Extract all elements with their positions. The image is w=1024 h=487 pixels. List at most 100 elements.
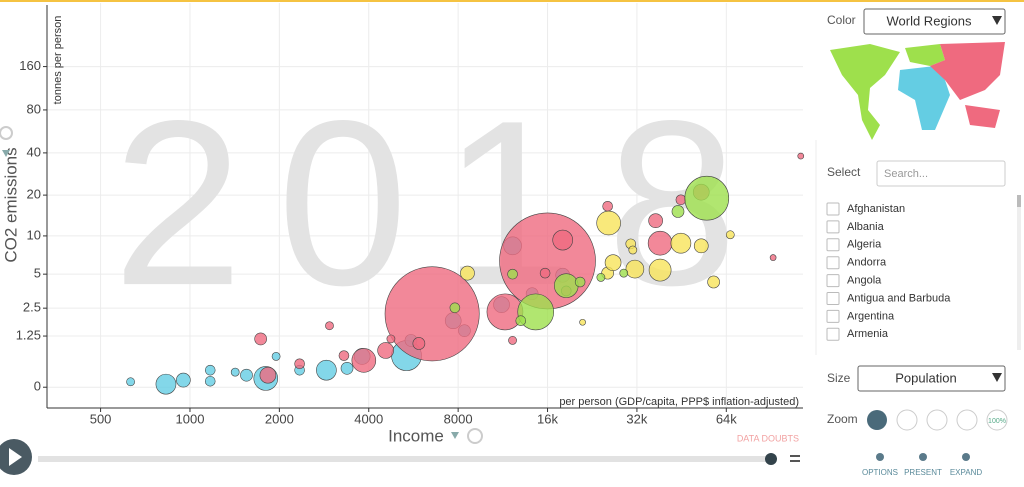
- bubble[interactable]: [204, 375, 216, 387]
- search-placeholder[interactable]: Search...: [884, 168, 928, 180]
- bubble[interactable]: [325, 321, 334, 331]
- x-title-arrow[interactable]: [451, 432, 459, 439]
- bubble[interactable]: [386, 334, 396, 344]
- button-label[interactable]: OPTIONS: [862, 468, 898, 477]
- zoom-reset-label[interactable]: 100%: [988, 418, 1006, 425]
- bubble[interactable]: [155, 373, 177, 395]
- bubble[interactable]: [449, 302, 461, 314]
- checkbox[interactable]: [826, 256, 840, 270]
- bubble[interactable]: [693, 238, 709, 254]
- bubble[interactable]: [579, 318, 586, 326]
- color-dropdown[interactable]: [863, 8, 1006, 35]
- y-title[interactable]: CO2 emissions: [1, 147, 20, 262]
- country-name[interactable]: Argentina: [847, 310, 895, 322]
- bubble[interactable]: [460, 265, 475, 281]
- checkbox[interactable]: [826, 292, 840, 305]
- bubble[interactable]: [619, 268, 629, 278]
- map-oceania[interactable]: [965, 105, 1000, 128]
- bubble[interactable]: [628, 245, 638, 255]
- bubble[interactable]: [515, 315, 527, 326]
- size-dropdown[interactable]: [857, 365, 1006, 392]
- bubble[interactable]: [508, 336, 517, 345]
- bubble[interactable]: [684, 175, 730, 221]
- bubble[interactable]: [271, 352, 281, 361]
- bubble[interactable]: [707, 275, 720, 289]
- bubble[interactable]: [596, 210, 621, 236]
- map-africa[interactable]: [898, 66, 950, 130]
- bubble[interactable]: [647, 230, 673, 256]
- checkbox[interactable]: [826, 220, 840, 234]
- button-icon[interactable]: [962, 453, 970, 461]
- color-value[interactable]: World Regions: [886, 13, 972, 28]
- scroll-thumb[interactable]: [1017, 195, 1021, 207]
- map-asia[interactable]: [930, 42, 1005, 100]
- button-icon[interactable]: [919, 453, 927, 461]
- bubble[interactable]: [552, 229, 574, 251]
- button-icon[interactable]: [876, 453, 884, 461]
- country-name[interactable]: Antigua and Barbuda: [847, 292, 951, 304]
- bubble[interactable]: [675, 194, 687, 206]
- checkbox[interactable]: [826, 327, 840, 341]
- y-title-arrow[interactable]: [2, 150, 10, 157]
- button-label[interactable]: EXPAND: [950, 468, 983, 477]
- bubble[interactable]: [254, 332, 267, 346]
- bubble[interactable]: [574, 276, 586, 288]
- country-name[interactable]: Angola: [847, 275, 882, 287]
- bubble[interactable]: [625, 259, 645, 279]
- bubble[interactable]: [553, 273, 579, 298]
- checkbox[interactable]: [826, 238, 840, 252]
- bubble[interactable]: [725, 230, 735, 240]
- bubble[interactable]: [507, 268, 518, 280]
- bubble[interactable]: [294, 358, 305, 370]
- data-doubts[interactable]: DATA DOUBTS: [737, 433, 799, 443]
- x-help[interactable]: [467, 428, 483, 444]
- bubble[interactable]: [384, 266, 480, 362]
- bubble[interactable]: [670, 232, 692, 254]
- checkbox[interactable]: [826, 309, 840, 323]
- bubble[interactable]: [176, 372, 191, 388]
- bubble[interactable]: [604, 254, 622, 271]
- bubble[interactable]: [412, 337, 426, 350]
- country-name[interactable]: Albania: [847, 221, 885, 233]
- bubble[interactable]: [340, 361, 354, 375]
- speed-icon[interactable]: [790, 460, 800, 462]
- bubble[interactable]: [539, 267, 551, 279]
- bubble[interactable]: [648, 213, 663, 229]
- bubble[interactable]: [316, 359, 337, 381]
- dropdown-arrow[interactable]: [992, 16, 1002, 25]
- zoom-reset[interactable]: [986, 409, 1008, 431]
- search-box[interactable]: [876, 160, 1006, 187]
- bubble[interactable]: [797, 152, 805, 160]
- bubble[interactable]: [377, 342, 394, 359]
- country-name[interactable]: Andorra: [847, 257, 887, 269]
- dropdown-arrow[interactable]: [992, 373, 1002, 382]
- bubble[interactable]: [648, 258, 672, 282]
- size-value[interactable]: Population: [895, 370, 956, 385]
- button-label[interactable]: PRESENT: [904, 468, 942, 477]
- bubble[interactable]: [204, 364, 216, 376]
- map-americas[interactable]: [830, 44, 900, 140]
- map-europe[interactable]: [905, 44, 945, 66]
- y-help[interactable]: [0, 126, 13, 140]
- bubble[interactable]: [671, 205, 685, 218]
- zoom-in[interactable]: [896, 409, 918, 431]
- bubble[interactable]: [351, 348, 377, 373]
- scrollbar[interactable]: [1017, 195, 1021, 350]
- bubble[interactable]: [602, 200, 613, 212]
- bubble[interactable]: [126, 377, 135, 387]
- country-name[interactable]: Armenia: [847, 328, 889, 340]
- bubble[interactable]: [499, 212, 596, 310]
- bubble[interactable]: [596, 273, 606, 282]
- bubble[interactable]: [338, 350, 350, 361]
- country-name[interactable]: Afghanistan: [847, 203, 905, 215]
- timeline-handle[interactable]: [765, 453, 777, 465]
- country-name[interactable]: Algeria: [847, 239, 882, 251]
- zoom-pan[interactable]: [956, 409, 978, 431]
- bubble[interactable]: [517, 293, 555, 331]
- zoom-out[interactable]: [926, 409, 948, 431]
- speed-icon[interactable]: [790, 455, 800, 457]
- checkbox[interactable]: [826, 274, 840, 288]
- checkbox[interactable]: [826, 202, 840, 216]
- x-title[interactable]: Income: [388, 426, 444, 445]
- zoom-pointer[interactable]: [867, 410, 887, 430]
